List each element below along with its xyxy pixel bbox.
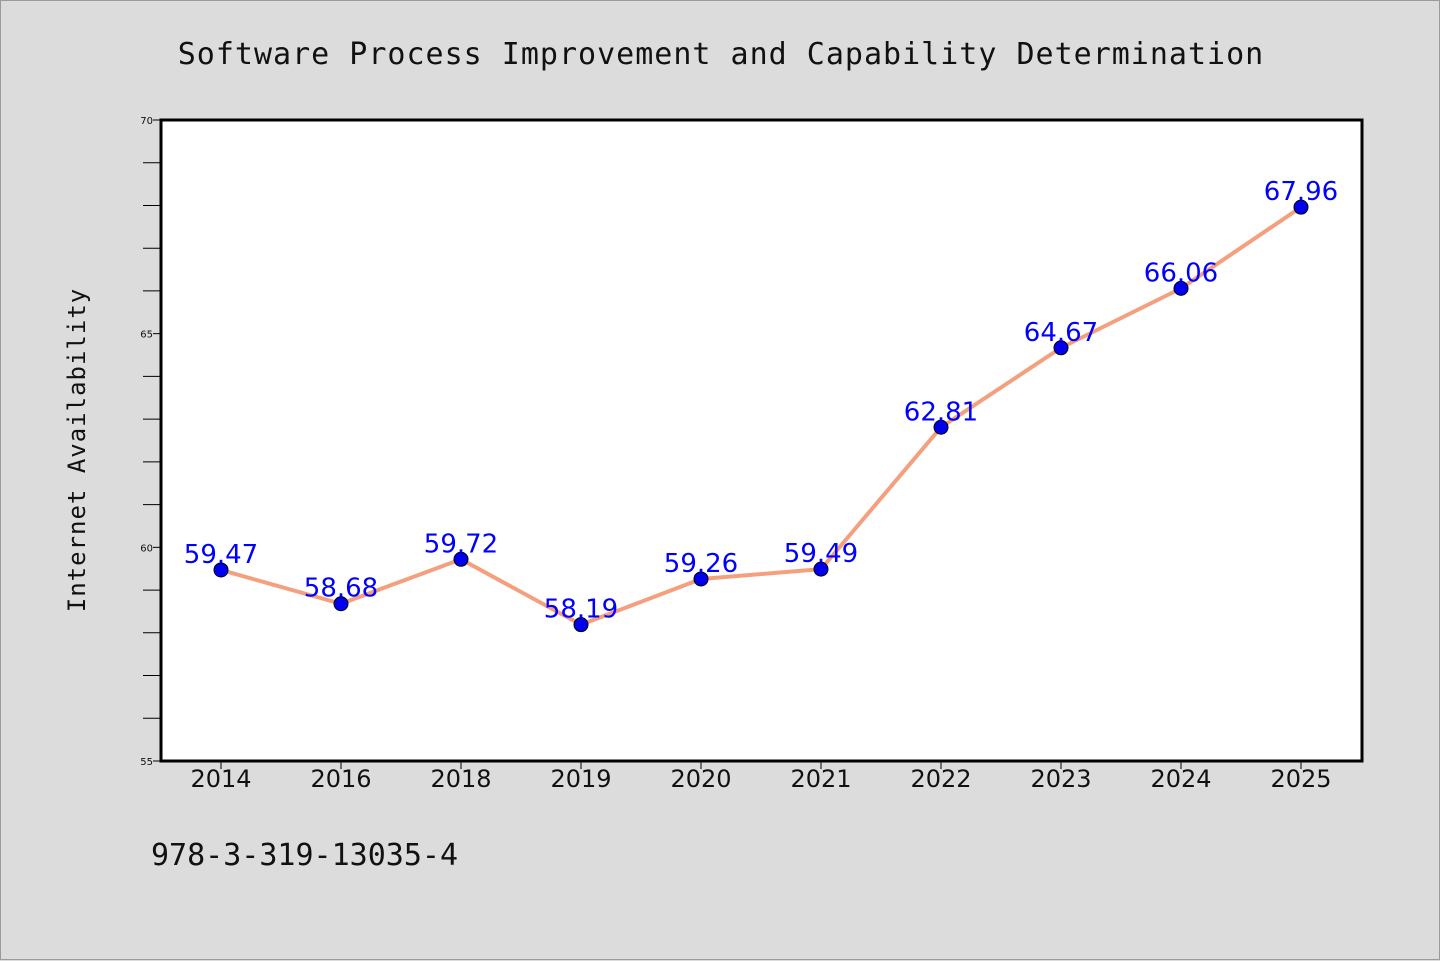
x-tick-label: 2019 — [550, 765, 611, 793]
x-tick-label: 2025 — [1270, 765, 1331, 793]
data-label: 64.67 — [1024, 318, 1098, 348]
data-label: 67.96 — [1264, 177, 1338, 207]
data-label: 62.81 — [904, 397, 978, 427]
data-labels-group: 59.47 58.68 59.72 58.19 59.26 59.49 62.81 64.67… — [184, 177, 1338, 625]
data-label: 58.68 — [304, 574, 378, 604]
x-tick-label: 2020 — [670, 765, 731, 793]
data-point-marker — [1173, 280, 1189, 296]
y-tick-label: 65 — [140, 330, 153, 341]
isbn-text: 978-3-319-13035-4 — [151, 838, 458, 873]
series-line — [220, 205, 1303, 627]
x-tick-label: 2018 — [430, 765, 491, 793]
series-line-group — [220, 205, 1303, 627]
data-point-marker — [813, 561, 829, 577]
data-label: 59.26 — [664, 549, 738, 579]
data-label: 59.49 — [784, 539, 858, 569]
x-tick-label: 2014 — [190, 765, 251, 793]
data-point-marker — [453, 551, 469, 567]
x-axis: 2014 2016 2018 2019 2020 2021 2022 2023 2024 2025 — [190, 761, 1332, 793]
x-tick-label: 2024 — [1150, 765, 1211, 793]
y-axis: 55 60 65 70 — [140, 116, 161, 768]
plot-area — [159, 118, 1364, 763]
data-label: 58.19 — [544, 595, 618, 625]
markers-group — [213, 199, 1309, 633]
data-point-marker — [1293, 199, 1309, 215]
data-label: 59.72 — [424, 529, 498, 559]
y-axis-label: Internet Availability — [63, 288, 91, 612]
data-point-marker — [573, 617, 589, 633]
x-tick-label: 2016 — [310, 765, 371, 793]
data-point-marker — [1053, 340, 1069, 356]
data-label: 66.06 — [1144, 258, 1218, 288]
x-tick-label: 2022 — [910, 765, 971, 793]
data-point-marker — [213, 562, 229, 578]
y-tick-label: 55 — [140, 757, 153, 768]
data-point-marker — [693, 571, 709, 587]
data-label: 59.47 — [184, 540, 258, 570]
x-tick-label: 2023 — [1030, 765, 1091, 793]
y-tick-label: 60 — [140, 543, 153, 554]
y-tick-label: 70 — [140, 116, 153, 127]
data-point-marker — [333, 596, 349, 612]
data-point-marker — [933, 419, 949, 435]
x-tick-label: 2021 — [790, 765, 851, 793]
chart-title: Software Process Improvement and Capabil… — [178, 37, 1265, 72]
